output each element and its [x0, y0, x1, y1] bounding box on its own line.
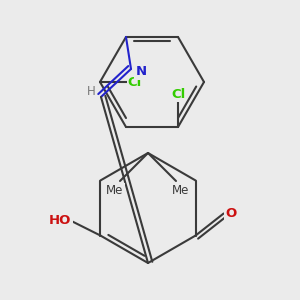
Text: HO: HO: [49, 214, 72, 227]
Text: H: H: [87, 85, 95, 98]
Text: Me: Me: [172, 184, 190, 197]
Text: O: O: [225, 207, 236, 220]
Text: Cl: Cl: [171, 88, 185, 100]
Text: Me: Me: [106, 184, 124, 197]
Text: N: N: [135, 65, 147, 79]
Text: Cl: Cl: [128, 76, 142, 88]
